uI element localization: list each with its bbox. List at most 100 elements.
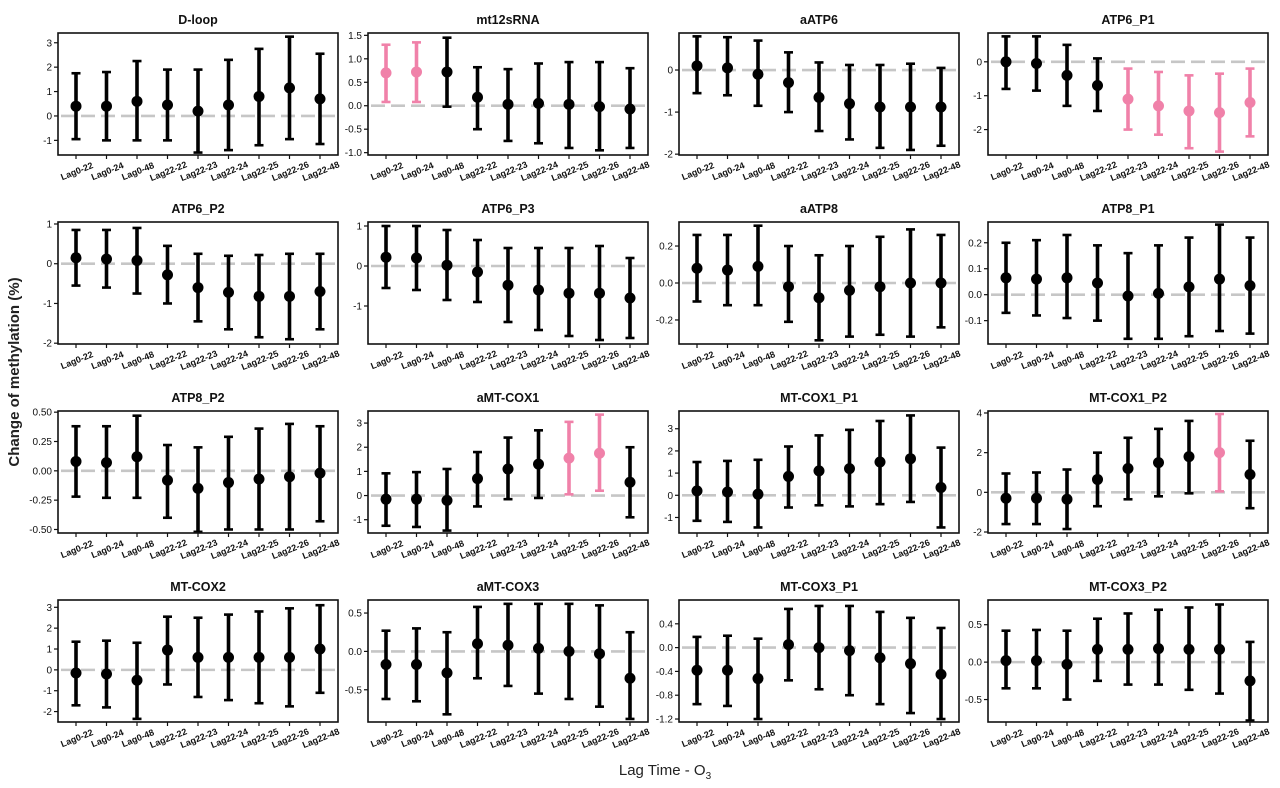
estimate-point (1214, 643, 1225, 655)
estimate-point (722, 664, 733, 676)
estimate-point (783, 77, 794, 89)
estimate-point (192, 105, 204, 117)
estimate-point (844, 98, 855, 110)
y-tick-label: 0 (667, 491, 673, 502)
estimate-point (314, 93, 326, 105)
estimate-point (131, 451, 143, 463)
estimate-point (1122, 463, 1134, 475)
y-tick-label: -2 (973, 125, 982, 136)
estimate-point (1000, 655, 1012, 667)
estimate-point (905, 277, 916, 289)
estimate-point (253, 473, 265, 485)
estimate-point (1031, 655, 1042, 667)
estimate-point (1092, 277, 1103, 289)
estimate-point (1244, 468, 1256, 480)
y-tick-label: -0.50 (29, 525, 52, 536)
panel-title: MT-COX2 (170, 580, 226, 594)
x-axis-label-subscript: 3 (706, 771, 712, 782)
estimate-point (783, 639, 794, 651)
estimate-point (533, 97, 544, 109)
estimate-point (411, 493, 422, 505)
estimate-point (783, 470, 794, 482)
y-tick-label: 0.0 (348, 647, 362, 658)
estimate-point (223, 99, 234, 111)
estimate-point (1000, 56, 1012, 68)
y-tick-label: 1 (46, 219, 52, 230)
estimate-point (813, 91, 825, 103)
plot-frame (367, 221, 649, 345)
estimate-point (1122, 93, 1134, 105)
estimate-point (192, 282, 204, 294)
y-tick-label: 1 (356, 467, 362, 478)
estimate-point (874, 101, 886, 113)
y-tick-label: -1 (43, 686, 52, 697)
estimate-point (70, 252, 82, 264)
y-tick-label: -0.25 (29, 496, 52, 507)
plot-frame (987, 410, 1269, 534)
panel-title: MT-COX3_P1 (780, 580, 858, 594)
estimate-point (1031, 273, 1042, 285)
plot-frame (367, 410, 649, 534)
y-tick-label: -1 (664, 108, 673, 119)
y-tick-label: 0.4 (659, 619, 673, 630)
y-tick-label: 0.2 (659, 242, 673, 253)
y-tick-label: -0.2 (656, 315, 674, 326)
estimate-point (380, 493, 392, 505)
y-tick-label: -0.8 (656, 691, 674, 702)
estimate-point (844, 463, 855, 475)
estimate-point (563, 98, 575, 110)
panel-title: mt12sRNA (476, 13, 539, 27)
y-tick-label: -2 (43, 707, 52, 718)
estimate-point (253, 290, 265, 302)
y-tick-label: -1 (353, 302, 362, 313)
estimate-point (1183, 281, 1195, 293)
y-tick-label: 0.5 (348, 609, 362, 620)
plot-frame (367, 599, 649, 723)
estimate-point (162, 644, 173, 656)
estimate-point (502, 463, 514, 475)
estimate-point (472, 91, 483, 103)
estimate-point (223, 286, 234, 298)
estimate-point (131, 255, 143, 267)
y-tick-label: -1 (43, 299, 52, 310)
y-tick-label: 0 (976, 488, 982, 499)
estimate-point (1061, 493, 1073, 505)
y-tick-label: 3 (356, 419, 362, 430)
estimate-point (1244, 96, 1256, 108)
estimate-point (314, 643, 326, 655)
estimate-point (411, 658, 422, 670)
panel-title: aMT-COX1 (477, 391, 540, 405)
estimate-point (844, 645, 855, 657)
y-tick-label: 2 (46, 624, 52, 635)
estimate-point (411, 66, 422, 78)
estimate-point (472, 473, 483, 485)
estimate-point (1092, 643, 1103, 655)
estimate-point (1153, 643, 1164, 655)
plot-frame (57, 221, 339, 345)
y-tick-label: -0.1 (965, 316, 983, 327)
y-tick-label: -1 (973, 91, 982, 102)
y-tick-label: -1 (664, 513, 673, 524)
estimate-point (691, 664, 703, 676)
estimate-point (1092, 473, 1103, 485)
estimate-point (813, 642, 825, 654)
y-tick-label: 1 (46, 87, 52, 98)
estimate-point (722, 62, 733, 74)
y-tick-label: 0.5 (968, 620, 982, 631)
plot-frame (367, 32, 649, 156)
y-tick-label: -2 (973, 528, 982, 539)
y-tick-label: 1 (46, 645, 52, 656)
estimate-point (284, 82, 295, 94)
y-tick-label: 0.0 (659, 643, 673, 654)
x-axis-label: Lag Time - O3 (619, 762, 712, 782)
estimate-point (284, 290, 295, 302)
estimate-point (131, 95, 143, 107)
estimate-point (314, 286, 326, 298)
estimate-point (874, 456, 886, 468)
panel-title: MT-COX1_P1 (780, 391, 858, 405)
plot-frame (678, 599, 960, 723)
estimate-point (594, 287, 605, 299)
y-tick-label: 0.0 (968, 658, 982, 669)
estimate-point (472, 638, 483, 650)
y-tick-label: 0.0 (348, 101, 362, 112)
